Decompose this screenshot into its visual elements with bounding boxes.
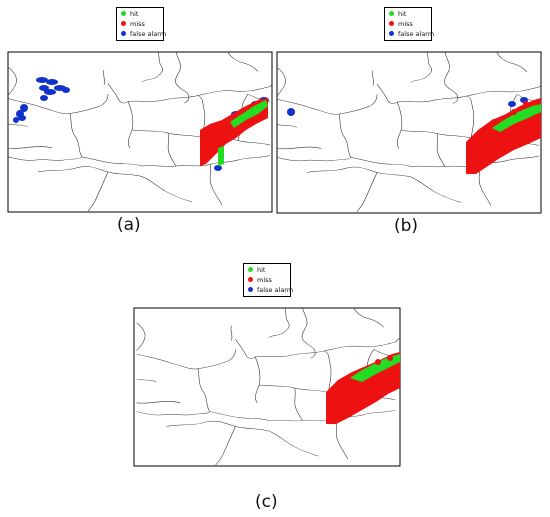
map-basemap bbox=[136, 308, 400, 466]
legend-label: hit bbox=[398, 10, 407, 18]
legend-a: hit miss false alarm bbox=[116, 7, 166, 41]
caption-a: (a) bbox=[117, 215, 141, 235]
hit-region bbox=[230, 100, 268, 128]
legend-label: false alarm bbox=[130, 30, 167, 38]
legend-label: miss bbox=[398, 20, 413, 28]
hit-region bbox=[218, 146, 224, 166]
legend-label: hit bbox=[130, 10, 139, 18]
legend-item-false-alarm: false alarm bbox=[248, 286, 293, 294]
legend-item-hit: hit bbox=[248, 266, 265, 274]
legend-label: miss bbox=[130, 20, 145, 28]
hit-marker-icon bbox=[248, 266, 253, 272]
legend-c: hit miss false alarm bbox=[243, 263, 293, 297]
legend-item-miss: miss bbox=[389, 20, 413, 28]
hit-region bbox=[350, 354, 400, 382]
hit-marker-icon bbox=[389, 10, 394, 16]
map-panel-c bbox=[133, 307, 401, 467]
false-alarm-marker-icon bbox=[248, 286, 253, 292]
miss-marker-icon bbox=[121, 20, 126, 26]
map-basemap bbox=[8, 52, 272, 212]
legend-item-hit: hit bbox=[389, 10, 406, 18]
map-panel-b bbox=[276, 51, 542, 214]
legend-item-miss: miss bbox=[248, 276, 272, 284]
map-basemap bbox=[277, 52, 541, 212]
miss-marker-icon bbox=[389, 20, 394, 26]
legend-b: hit miss false alarm bbox=[384, 7, 434, 41]
legend-item-hit: hit bbox=[121, 10, 138, 18]
map-panel-a bbox=[7, 51, 273, 213]
miss-points bbox=[375, 355, 393, 365]
legend-label: hit bbox=[257, 266, 266, 274]
legend-item-false-alarm: false alarm bbox=[389, 30, 434, 38]
miss-points bbox=[491, 101, 529, 125]
caption-c: (c) bbox=[255, 492, 278, 512]
legend-item-false-alarm: false alarm bbox=[121, 30, 166, 38]
legend-label: false alarm bbox=[398, 30, 435, 38]
caption-b: (b) bbox=[394, 216, 419, 236]
hit-marker-icon bbox=[121, 10, 126, 16]
false-alarm-marker-icon bbox=[121, 30, 126, 36]
false-alarm-marker-icon bbox=[389, 30, 394, 36]
legend-label: false alarm bbox=[257, 286, 294, 294]
legend-item-miss: miss bbox=[121, 20, 145, 28]
miss-marker-icon bbox=[248, 276, 253, 282]
legend-label: miss bbox=[257, 276, 272, 284]
hit-region bbox=[492, 104, 541, 132]
